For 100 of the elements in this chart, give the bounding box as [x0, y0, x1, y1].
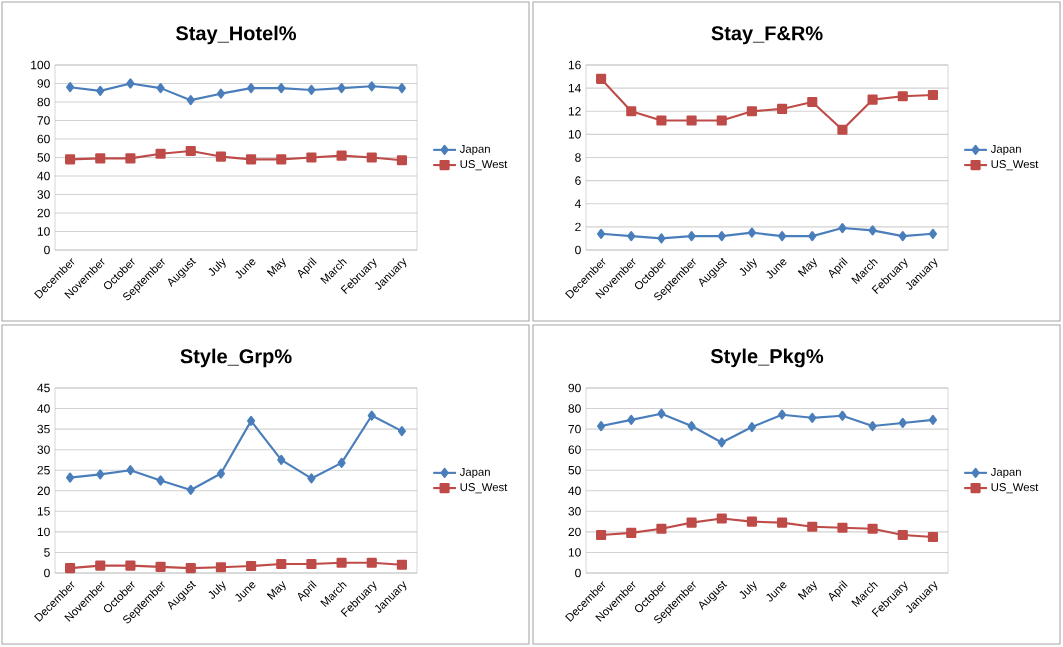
point: [927, 531, 938, 543]
y-tick-label: 0: [44, 245, 50, 255]
point: [396, 559, 407, 570]
point: [747, 421, 756, 433]
point: [95, 560, 106, 571]
point: [155, 561, 166, 572]
point: [66, 82, 75, 93]
legend-label: Japan: [459, 144, 490, 156]
y-tick-label: 5: [44, 548, 50, 557]
point: [716, 513, 727, 524]
x-tick-label: May: [266, 580, 286, 600]
chart-title: Style_Pkg%: [710, 348, 824, 368]
y-tick-label: 20: [37, 486, 50, 496]
y-tick-label: 4: [574, 199, 581, 208]
point: [186, 484, 195, 496]
point: [716, 115, 727, 126]
point: [95, 153, 106, 164]
point: [928, 228, 937, 239]
point: [397, 426, 406, 437]
point: [277, 454, 286, 466]
point: [246, 154, 257, 165]
point: [656, 523, 667, 534]
y-tick-label: 0: [44, 568, 50, 578]
y-tick-label: 20: [37, 208, 50, 218]
point: [125, 153, 136, 164]
point: [838, 410, 847, 421]
chart-title: Style_Grp%: [180, 348, 292, 368]
point: [276, 154, 287, 165]
point: [777, 517, 788, 528]
point: [686, 115, 697, 126]
point: [156, 475, 165, 486]
point: [307, 84, 316, 96]
point: [186, 95, 195, 106]
point: [627, 231, 636, 242]
legend-label: US_West: [460, 160, 508, 171]
point: [868, 225, 877, 236]
point: [807, 96, 818, 108]
y-tick-label: 15: [37, 507, 50, 516]
legend-label: Japan: [459, 467, 490, 479]
point: [777, 103, 788, 115]
point: [277, 83, 286, 94]
point: [897, 529, 908, 541]
point: [336, 557, 347, 568]
point: [276, 558, 287, 570]
point: [898, 231, 907, 242]
y-tick-label: 80: [568, 404, 581, 413]
point: [596, 73, 607, 84]
point: [215, 562, 226, 573]
y-tick-label: 70: [568, 424, 581, 434]
point: [306, 152, 317, 163]
point: [306, 558, 317, 570]
y-tick-label: 6: [575, 176, 581, 185]
y-tick-label: 80: [37, 97, 50, 107]
point: [927, 89, 938, 101]
y-tick-label: 8: [575, 153, 581, 162]
y-tick-label: 40: [568, 486, 581, 496]
x-tick-label: May: [797, 257, 817, 277]
point: [396, 155, 407, 166]
point: [867, 94, 878, 105]
point: [336, 150, 347, 161]
y-tick-label: 10: [568, 130, 581, 139]
y-tick-label: 50: [37, 153, 50, 162]
chart-title: Stay_F&R%: [711, 26, 823, 45]
point: [627, 414, 636, 425]
point: [216, 88, 225, 99]
point: [366, 152, 377, 163]
y-tick-label: 0: [575, 568, 581, 578]
x-tick-label: July: [208, 258, 226, 276]
point: [928, 414, 937, 425]
point: [656, 115, 667, 126]
y-tick-label: 2: [575, 222, 581, 232]
y-tick-label: 30: [568, 507, 581, 516]
y-tick-label: 45: [37, 383, 50, 393]
point: [185, 145, 196, 157]
point: [717, 231, 726, 242]
point: [837, 124, 848, 135]
point: [868, 420, 877, 432]
point: [657, 233, 666, 244]
x-tick-label: July: [739, 581, 757, 599]
y-tick-label: 40: [37, 171, 50, 181]
y-tick-label: 16: [568, 60, 581, 70]
point: [596, 529, 607, 541]
y-tick-label: 60: [37, 134, 50, 144]
point: [686, 517, 697, 528]
point: [897, 91, 908, 102]
y-tick-label: 50: [568, 465, 581, 475]
y-tick-label: 10: [37, 227, 50, 236]
point: [687, 420, 696, 432]
legend-label: US_West: [991, 160, 1039, 171]
point: [746, 516, 757, 527]
point: [717, 437, 726, 448]
legend-label: Japan: [990, 467, 1021, 479]
point: [155, 148, 166, 159]
y-tick-label: 90: [568, 383, 581, 393]
point: [747, 227, 756, 238]
y-tick-label: 10: [568, 548, 581, 557]
legend-label: US_West: [460, 483, 508, 494]
y-tick-label: 20: [568, 527, 581, 537]
point: [657, 408, 666, 419]
point: [597, 420, 606, 432]
